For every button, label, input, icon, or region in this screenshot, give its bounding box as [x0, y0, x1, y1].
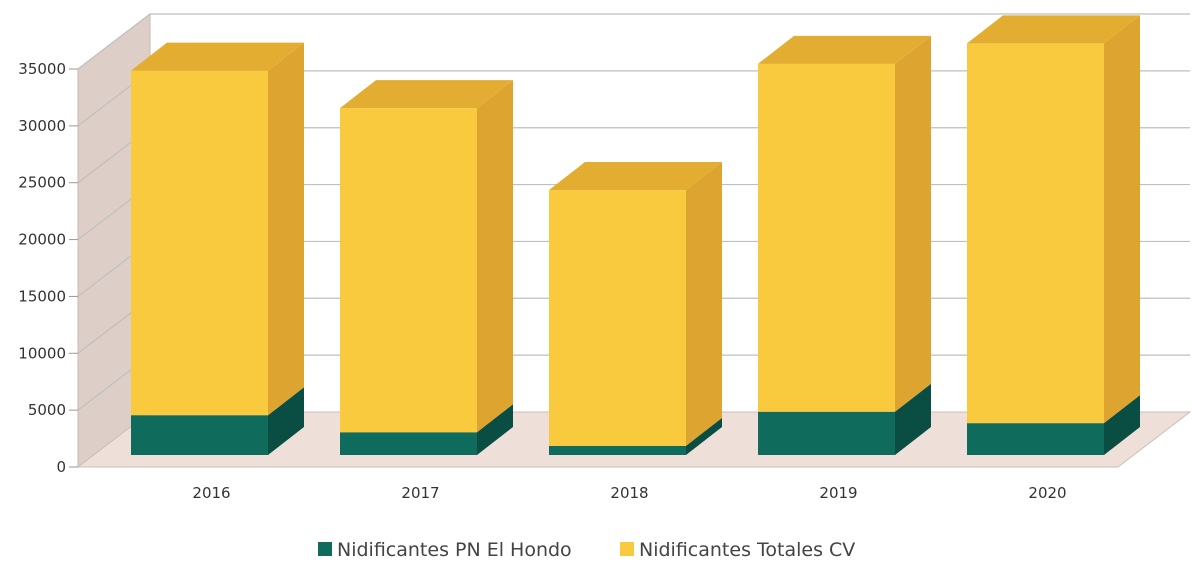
y-tick-label: 20000 [18, 231, 66, 249]
x-tick-label: 2019 [819, 484, 857, 502]
bar-side [686, 417, 722, 455]
bar-2019-totales-cv [758, 35, 931, 412]
bar-2018-totales-cv [549, 162, 722, 446]
bar-front [758, 411, 895, 455]
bar-front [549, 445, 686, 455]
y-tick-label: 0 [56, 458, 66, 476]
bar-front [967, 43, 1104, 424]
bars [131, 15, 1140, 455]
gridline [77, 13, 1190, 70]
legend-swatch-totales-cv [620, 542, 634, 556]
bar-2017-totales-cv [340, 80, 513, 433]
legend: Nidificantes PN El Hondo Nidificantes To… [318, 539, 855, 561]
bar-top [340, 80, 513, 109]
bar-front [340, 108, 477, 433]
bar-side [686, 162, 722, 446]
y-tick-label: 5000 [28, 401, 66, 419]
bar-front [340, 432, 477, 455]
y-tick-label: 35000 [18, 60, 66, 78]
bar-front [758, 63, 895, 412]
bar-top [758, 35, 931, 64]
bar-top [131, 42, 304, 71]
bar-side [268, 42, 304, 416]
bar-2017-el-hondo [340, 404, 513, 455]
y-axis-ticks: 0 5000 10000 15000 20000 25000 30000 35000 [18, 60, 78, 476]
y-tick-label: 25000 [18, 174, 66, 192]
bar-top [967, 15, 1140, 44]
x-tick-label: 2017 [401, 484, 439, 502]
bar-side [1104, 395, 1140, 455]
x-tick-label: 2016 [192, 484, 230, 502]
legend-swatch-el-hondo [318, 542, 332, 556]
legend-label-el-hondo: Nidificantes PN El Hondo [337, 539, 572, 561]
y-tick-label: 30000 [18, 117, 66, 135]
bar-front [549, 190, 686, 446]
bar-front [131, 415, 268, 455]
bar-2019-el-hondo [758, 383, 931, 455]
bar-side [268, 387, 304, 455]
bar-2018-el-hondo [549, 417, 722, 455]
y-tick-label: 10000 [18, 344, 66, 362]
x-axis-labels: 2016 2017 2018 2019 2020 [192, 484, 1066, 502]
bar-front [967, 423, 1104, 455]
bar-top [549, 162, 722, 191]
x-tick-label: 2020 [1028, 484, 1066, 502]
x-tick-label: 2018 [610, 484, 648, 502]
bar-2016-el-hondo [131, 387, 304, 455]
bar-side [477, 404, 513, 455]
bar-2020-totales-cv [967, 15, 1140, 424]
y-tick-label: 15000 [18, 287, 66, 305]
bar-side [477, 80, 513, 433]
bar-side [895, 35, 931, 412]
bar-side [1104, 15, 1140, 424]
bar-front [131, 70, 268, 416]
bar-2016-totales-cv [131, 42, 304, 416]
bar-side [895, 383, 931, 455]
legend-label-totales-cv: Nidificantes Totales CV [639, 539, 855, 561]
bar-2020-el-hondo [967, 395, 1140, 455]
